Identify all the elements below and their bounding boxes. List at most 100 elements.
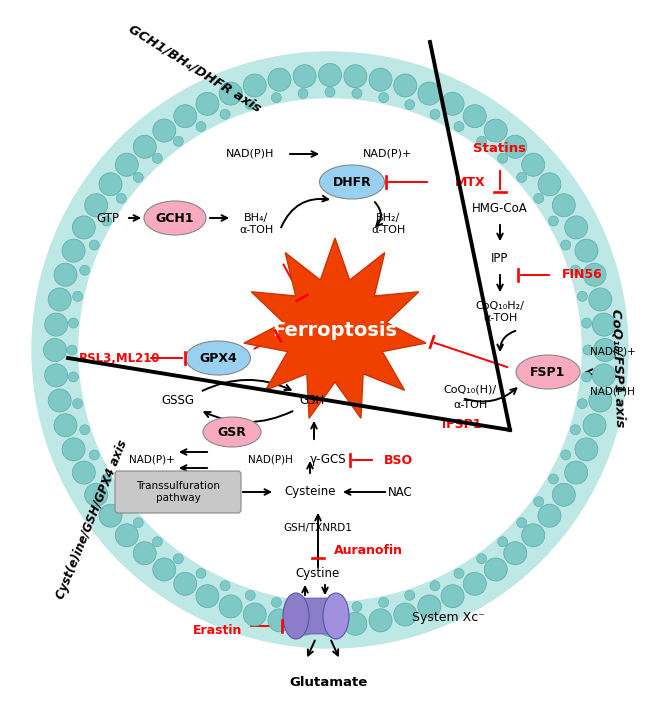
Ellipse shape [283,593,309,639]
Circle shape [578,291,587,301]
Circle shape [80,266,90,276]
Text: FIN56: FIN56 [562,268,603,281]
Circle shape [32,52,628,648]
Circle shape [581,318,591,328]
Circle shape [174,554,183,564]
Text: γ-GCS: γ-GCS [310,454,346,466]
Circle shape [570,425,580,435]
Circle shape [441,93,464,115]
Circle shape [48,389,71,412]
Circle shape [369,68,392,91]
Circle shape [521,153,544,177]
Circle shape [44,338,67,362]
Circle shape [575,438,598,461]
Circle shape [498,153,508,163]
Circle shape [246,590,255,600]
Circle shape [561,450,571,460]
Circle shape [418,595,441,618]
Text: Auranofin: Auranofin [334,543,403,557]
Circle shape [592,313,615,336]
Text: GSH/TXNRD1: GSH/TXNRD1 [284,523,352,533]
Circle shape [102,474,112,484]
Circle shape [552,483,576,506]
Text: Ferroptosis: Ferroptosis [273,320,397,340]
Circle shape [246,100,255,110]
Circle shape [116,194,126,204]
Circle shape [319,63,341,86]
Circle shape [84,194,108,216]
Circle shape [477,554,486,564]
Circle shape [575,239,598,262]
Circle shape [133,172,143,182]
Circle shape [219,595,242,618]
Circle shape [152,119,176,142]
Circle shape [405,590,414,600]
Circle shape [196,93,219,115]
Circle shape [298,602,308,612]
Text: CoQ₁₀(H)/: CoQ₁₀(H)/ [444,385,496,395]
Circle shape [394,603,416,626]
Circle shape [538,504,561,527]
Circle shape [196,122,206,132]
Text: GPX4: GPX4 [199,352,237,365]
Circle shape [517,518,527,528]
Text: RSL3,ML210: RSL3,ML210 [79,352,161,365]
Circle shape [73,216,95,239]
Circle shape [99,173,122,196]
Circle shape [565,216,587,239]
Text: GSH: GSH [300,394,325,407]
Circle shape [405,100,414,110]
Circle shape [45,313,68,336]
Text: BH₂/
α-TOH: BH₂/ α-TOH [371,213,405,235]
Circle shape [62,438,85,461]
Circle shape [152,537,162,547]
Circle shape [271,93,281,103]
Circle shape [578,399,587,409]
Text: Statins: Statins [473,142,527,155]
Text: Cysteine: Cysteine [284,486,336,498]
Circle shape [80,425,90,435]
Text: BSO: BSO [384,454,413,466]
Text: MTX: MTX [455,175,486,189]
Text: NAD(P)+: NAD(P)+ [363,149,412,159]
FancyBboxPatch shape [294,598,338,634]
Circle shape [548,474,558,484]
Text: NAD(P)+: NAD(P)+ [129,455,175,465]
Text: NAD(P)+: NAD(P)+ [590,347,636,357]
Circle shape [325,87,335,97]
Circle shape [394,74,416,97]
Text: Cyst(e)ine/GSH/GPX4 axis: Cyst(e)ine/GSH/GPX4 axis [54,439,130,602]
Ellipse shape [203,417,261,447]
Circle shape [73,291,82,301]
Circle shape [454,122,464,132]
Circle shape [454,568,464,578]
Text: HMG-CoA: HMG-CoA [472,201,528,214]
Circle shape [430,581,440,591]
Text: iFSP1: iFSP1 [442,419,482,431]
Circle shape [352,602,362,612]
Circle shape [589,389,612,412]
Circle shape [583,345,593,355]
Circle shape [293,612,316,635]
Ellipse shape [516,355,580,389]
Text: BH₄/
α-TOH: BH₄/ α-TOH [239,213,273,235]
Circle shape [379,597,389,607]
Circle shape [484,119,508,142]
Circle shape [133,542,156,565]
Circle shape [73,399,82,409]
Text: System Xc⁻: System Xc⁻ [412,612,485,624]
Circle shape [220,581,230,591]
Text: GCH1/BH₄/DHFR axis: GCH1/BH₄/DHFR axis [127,22,263,114]
Circle shape [548,216,558,226]
Circle shape [477,136,486,146]
Circle shape [441,585,464,607]
Circle shape [570,266,580,276]
Circle shape [48,288,71,311]
Circle shape [504,135,527,158]
Circle shape [293,65,316,88]
Circle shape [561,240,571,250]
Text: GSR: GSR [218,426,246,439]
Text: IPP: IPP [491,251,509,264]
Circle shape [89,240,99,250]
Circle shape [89,450,99,460]
